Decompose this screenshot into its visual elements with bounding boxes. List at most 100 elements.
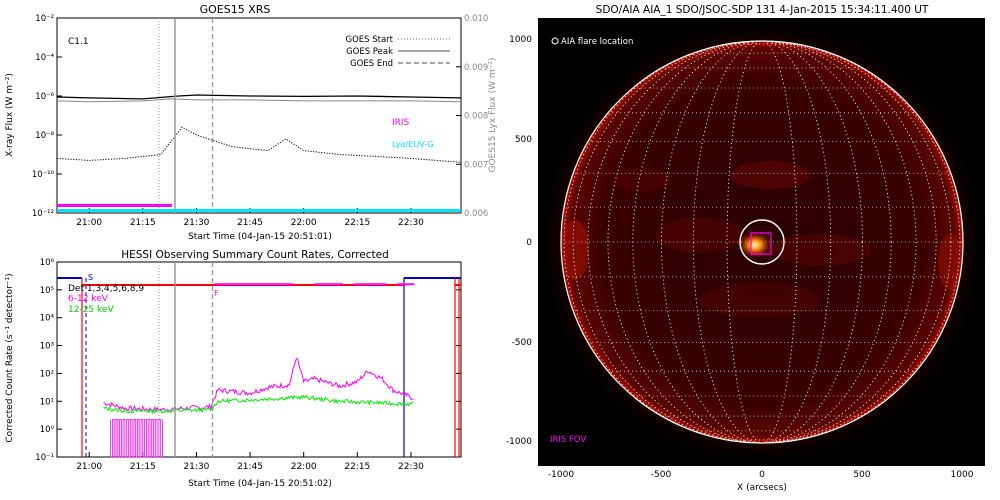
goes-xtick-label: 21:45 (237, 218, 263, 228)
hessi-plot-frame (56, 261, 462, 458)
aia-longitude-line (661, 41, 863, 443)
hessi-ytick-label: 10⁵ (40, 286, 54, 296)
hessi-ytick-label: 10⁴ (40, 314, 55, 324)
hessi-series-low-spikes (110, 418, 163, 458)
goes-ytick-label: 10⁻⁴ (35, 53, 54, 63)
legend-low-energy: 6-12 keV (68, 294, 109, 304)
goes-y2tick-label: 0.008 (464, 112, 488, 122)
legend-goes-start: GOES Start (345, 35, 393, 45)
hessi-ylabel: Corrected Count Rate (s⁻¹ detector⁻¹) (5, 273, 15, 442)
hessi-marker-f: F (214, 289, 219, 298)
aia-legend-circle (551, 37, 559, 45)
goes-xtick-label: 22:15 (344, 218, 370, 228)
aia-ytick: -500 (512, 338, 533, 348)
hessi-xlabel: Start Time (04-Jan-15 20:51:02) (188, 479, 332, 489)
goes-xtick-label: 21:30 (183, 218, 209, 228)
hessi-xtick-label: 21:00 (76, 462, 102, 472)
goes-series-line (56, 98, 462, 103)
goes-xtick-label: 22:00 (291, 218, 317, 228)
hessi-xtick-label: 22:15 (344, 462, 370, 472)
hessi-series-high (103, 394, 414, 415)
hessi-series (103, 358, 414, 458)
hessi-xtick-label: 21:15 (130, 462, 156, 472)
goes-iris-label: IRIS (392, 118, 410, 128)
goes-y2-ticks: 0.010 0.009 0.008 0.007 0.006 (456, 14, 488, 219)
aia-iris-fov-box (750, 232, 772, 255)
hessi-series-low (103, 358, 414, 413)
legend-high-energy: 12-25 keV (68, 305, 114, 315)
goes-ytick-label: 10⁻⁸ (35, 131, 54, 141)
goes-y2tick-label: 0.007 (464, 160, 488, 170)
goes-title: GOES15 XRS (200, 3, 271, 16)
goes-y2tick-label: 0.006 (464, 209, 488, 219)
goes-ylabel-left: X-ray Flux (W m⁻²) (5, 73, 15, 157)
aia-legend: AIA flare location (561, 37, 633, 47)
hessi-ytick-label: 10⁰ (40, 425, 55, 435)
goes-xtick-label: 22:30 (398, 218, 424, 228)
aia-title: SDO/AIA AIA_1 SDO/JSOC-SDP 131 4-Jan-201… (596, 4, 929, 16)
aia-xtick: -1000 (548, 470, 574, 480)
hessi-ytick-label: 10⁶ (40, 258, 55, 268)
goes-ytick-label: 10⁻⁶ (35, 92, 54, 102)
hessi-ytick-label: 10⁻¹ (35, 453, 54, 463)
aia-longitude-line (632, 41, 892, 443)
iris-coverage-bar (57, 204, 172, 207)
goes-ytick-label: 10⁻¹⁰ (32, 170, 55, 180)
aia-ytick: 500 (515, 135, 532, 145)
hessi-xtick-label: 22:30 (398, 462, 424, 472)
goes-xlabel: Start Time (04-Jan-15 20:51:01) (188, 232, 332, 242)
aia-heliographic-grid (561, 41, 963, 443)
goes-panel: GOES15 XRS 10⁻² 10⁻⁴ 10⁻⁶ 10⁻⁸ 10⁻¹⁰ 10⁻¹² 0.… (5, 3, 498, 242)
goes-y-ticks: 10⁻² 10⁻⁴ 10⁻⁶ 10⁻⁸ 10⁻¹⁰ 10⁻¹² (32, 14, 62, 219)
aia-longitude-line (692, 41, 832, 443)
goes-lya-label: Lyα/EUV-G (392, 140, 434, 149)
goes-class-label: C1.1 (68, 37, 89, 47)
goes-series-line (56, 126, 462, 163)
aia-ytick: 1000 (509, 35, 532, 45)
hessi-marker-s: S (88, 273, 93, 282)
aia-longitude-line (726, 41, 798, 443)
hessi-panel: HESSI Observing Summary Count Rates, Cor… (5, 249, 462, 489)
goes-ylabel-right: GOES15 Lyx Flux (W m⁻²) (488, 58, 498, 173)
goes-xtick-label: 21:00 (76, 218, 102, 228)
aia-longitude-line (607, 41, 917, 443)
goes-markers (158, 18, 214, 213)
goes-xtick-label: 21:15 (130, 218, 156, 228)
aia-xtick: 1000 (951, 470, 974, 480)
hessi-title: HESSI Observing Summary Count Rates, Cor… (121, 249, 389, 261)
legend-det: Det 1,3,4,5,6,8,9 (68, 284, 144, 294)
hessi-legend: Det 1,3,4,5,6,8,9 6-12 keV 12-25 keV (68, 284, 144, 315)
aia-xtick: -500 (651, 470, 672, 480)
aia-iris-fov-label: IRIS FOV (550, 435, 586, 445)
goes-legend: GOES Start GOES Peak GOES End (345, 35, 450, 69)
aia-xtick: 500 (853, 470, 870, 480)
legend-goes-peak: GOES Peak (346, 47, 393, 57)
hessi-xtick-label: 21:45 (237, 462, 263, 472)
aia-xlabel: X (arcsecs) (737, 483, 787, 493)
hessi-markers (158, 262, 214, 457)
aia-x-ticks: -1000 -500 0 500 1000 (548, 470, 974, 480)
aia-flare-location-circle (739, 219, 785, 265)
goes-plot-frame (56, 17, 462, 214)
goes-y2tick-label: 0.010 (464, 14, 488, 24)
aia-limb (560, 40, 964, 444)
goes-series-line (56, 94, 462, 100)
hessi-xtick-label: 22:00 (291, 462, 317, 472)
aia-panel: SDO/AIA AIA_1 SDO/JSOC-SDP 131 4-Jan-201… (506, 4, 987, 493)
lya-coverage-bar (57, 209, 461, 212)
goes-y2tick-label: 0.009 (464, 63, 488, 73)
aia-ytick: -1000 (506, 437, 532, 447)
hessi-ytick-label: 10³ (40, 342, 54, 352)
hessi-xtick-label: 21:30 (183, 462, 209, 472)
aia-xtick: 0 (759, 470, 765, 480)
goes-ytick-label: 10⁻² (35, 14, 54, 24)
aia-ytick: 0 (526, 238, 532, 248)
aia-y-ticks: 1000 500 0 -500 -1000 (506, 35, 532, 447)
hessi-ytick-label: 10¹ (40, 397, 54, 407)
goes-series (56, 94, 462, 163)
goes-x-ticks: 21:00 21:15 21:30 21:45 22:00 22:15 22:30 (76, 208, 424, 228)
hessi-ytick-label: 10² (40, 369, 54, 379)
goes-ytick-label: 10⁻¹² (32, 209, 54, 219)
legend-goes-end: GOES End (350, 59, 393, 69)
